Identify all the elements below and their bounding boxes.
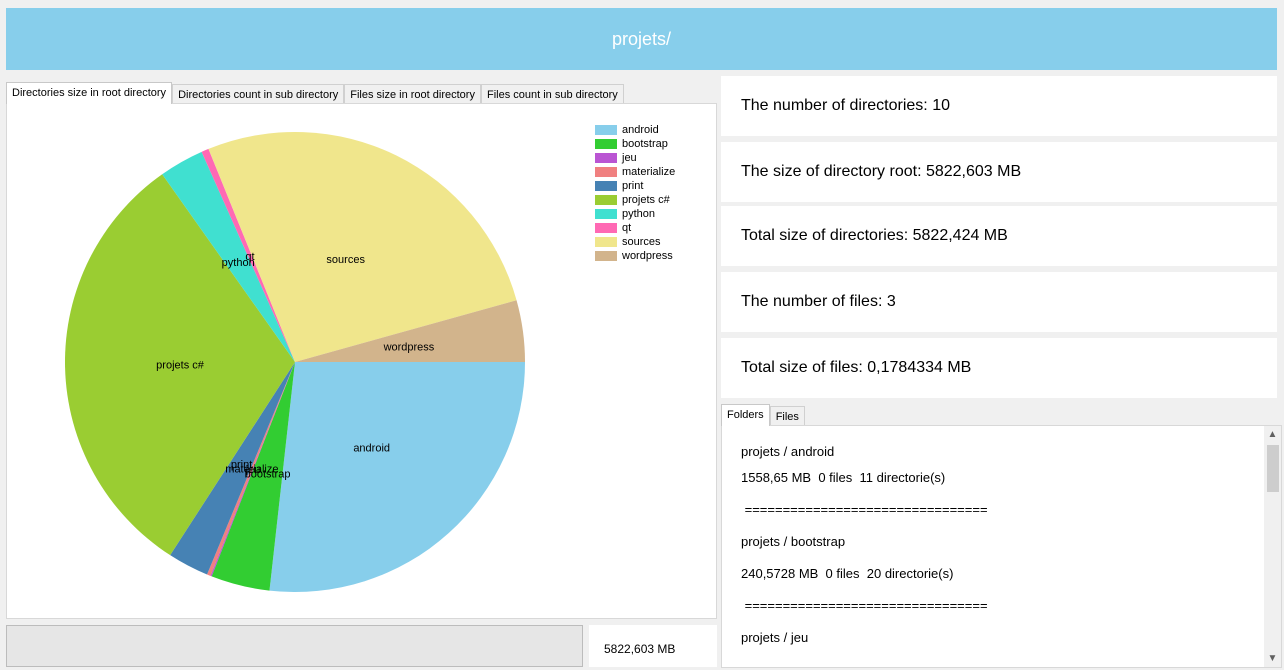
pie-slice-wordpress — [295, 300, 525, 362]
legend-item: bootstrap — [595, 137, 675, 151]
detail-tabs: Folders Files — [721, 404, 805, 426]
scroll-down-icon[interactable]: ▼ — [1267, 653, 1278, 664]
slice-label-print: print — [231, 459, 252, 471]
stat-directory-count: The number of directories: 10 — [721, 76, 1277, 136]
list-item: ================================ — [741, 598, 988, 613]
legend-label: python — [622, 208, 656, 220]
pie-slice-jeu — [210, 362, 295, 577]
pie-slice-projets-c- — [64, 174, 295, 556]
stat-text: Total size of directories: 5822,424 MB — [741, 227, 1008, 244]
progress-bar — [6, 625, 583, 667]
legend-label: wordpress — [622, 250, 673, 262]
folder-list-panel[interactable]: projets / android 1558,65 MB 0 files 11 … — [721, 425, 1282, 668]
legend-swatch — [595, 195, 617, 205]
slice-label-sources: sources — [326, 254, 365, 266]
legend-item: sources — [595, 235, 675, 249]
page-title: projets/ — [611, 28, 672, 49]
legend-swatch — [595, 237, 617, 247]
total-size-label: 5822,603 MB — [604, 642, 676, 656]
slice-label-materialize: materialize — [225, 464, 278, 476]
legend-swatch — [595, 125, 617, 135]
tab-files[interactable]: Files — [769, 406, 805, 426]
list-item: 240,5728 MB 0 files 20 directorie(s) — [741, 566, 954, 581]
legend-swatch — [595, 209, 617, 219]
legend-label: projets c# — [622, 194, 670, 206]
legend-label: print — [622, 180, 644, 192]
legend-item: jeu — [595, 151, 675, 165]
chart-legend: android bootstrap jeu materialize print proje… — [595, 123, 675, 263]
slice-label-bootstrap: bootstrap — [245, 469, 291, 481]
slice-label-qt: qt — [245, 251, 254, 263]
folder-list: projets / android 1558,65 MB 0 files 11 … — [741, 426, 1261, 645]
pie-slice-python — [162, 151, 295, 362]
tab-files-size[interactable]: Files size in root directory — [344, 84, 481, 104]
stat-root-size: The size of directory root: 5822,603 MB — [721, 142, 1277, 202]
slice-label-python: python — [222, 257, 255, 269]
legend-item: projets c# — [595, 193, 675, 207]
pie-slice-print — [170, 362, 295, 575]
slice-label-projets-c-: projets c# — [156, 359, 205, 371]
list-item: ================================ — [741, 502, 988, 517]
legend-label: android — [622, 124, 659, 136]
scroll-up-icon[interactable]: ▲ — [1267, 429, 1278, 440]
stat-directories-size: Total size of directories: 5822,424 MB — [721, 206, 1277, 266]
header-bar: projets/ — [6, 8, 1277, 70]
stat-text: Total size of files: 0,1784334 MB — [741, 359, 972, 376]
chart-panel: android bootstrap jeu materialize print proje… — [6, 103, 717, 619]
stat-file-count: The number of files: 3 — [721, 272, 1277, 332]
stat-files-size: Total size of files: 0,1784334 MB — [721, 338, 1277, 398]
tab-directories-count[interactable]: Directories count in sub directory — [172, 84, 345, 104]
legend-swatch — [595, 139, 617, 149]
tab-folders[interactable]: Folders — [721, 404, 770, 426]
stat-text: The number of directories: 10 — [741, 97, 950, 114]
legend-label: jeu — [622, 152, 637, 164]
pie-slice-sources — [208, 132, 517, 362]
pie-slice-qt — [201, 148, 295, 362]
total-size-box: 5822,603 MB — [589, 625, 717, 667]
tab-directories-size[interactable]: Directories size in root directory — [6, 82, 173, 104]
list-item: projets / android — [741, 444, 835, 459]
stat-text: The size of directory root: 5822,603 MB — [741, 163, 1022, 180]
legend-swatch — [595, 181, 617, 191]
legend-swatch — [595, 167, 617, 177]
legend-item: python — [595, 207, 675, 221]
legend-label: sources — [622, 236, 661, 248]
pie-slice-materialize — [207, 362, 295, 576]
list-item: 1558,65 MB 0 files 11 directorie(s) — [741, 470, 946, 485]
legend-item: materialize — [595, 165, 675, 179]
legend-label: qt — [622, 222, 632, 234]
legend-item: print — [595, 179, 675, 193]
legend-swatch — [595, 223, 617, 233]
scroll-thumb[interactable] — [1267, 445, 1279, 492]
tab-files-count[interactable]: Files count in sub directory — [480, 84, 624, 104]
pie-slice-android — [269, 362, 525, 592]
slice-label-jeu: jeu — [245, 464, 261, 476]
list-item: projets / jeu — [741, 630, 809, 645]
stat-text: The number of files: 3 — [741, 293, 896, 310]
vertical-scrollbar[interactable]: ▲ ▼ — [1264, 426, 1281, 667]
legend-label: materialize — [622, 166, 676, 178]
legend-item: qt — [595, 221, 675, 235]
chart-tabs: Directories size in root directory Direc… — [6, 82, 624, 104]
legend-item: wordpress — [595, 249, 675, 263]
pie-slice-bootstrap — [211, 362, 295, 591]
slice-label-android: android — [353, 443, 390, 455]
legend-label: bootstrap — [622, 138, 668, 150]
slice-label-wordpress: wordpress — [383, 341, 435, 353]
legend-swatch — [595, 251, 617, 261]
legend-item: android — [595, 123, 675, 137]
legend-swatch — [595, 153, 617, 163]
list-item: projets / bootstrap — [741, 534, 846, 549]
